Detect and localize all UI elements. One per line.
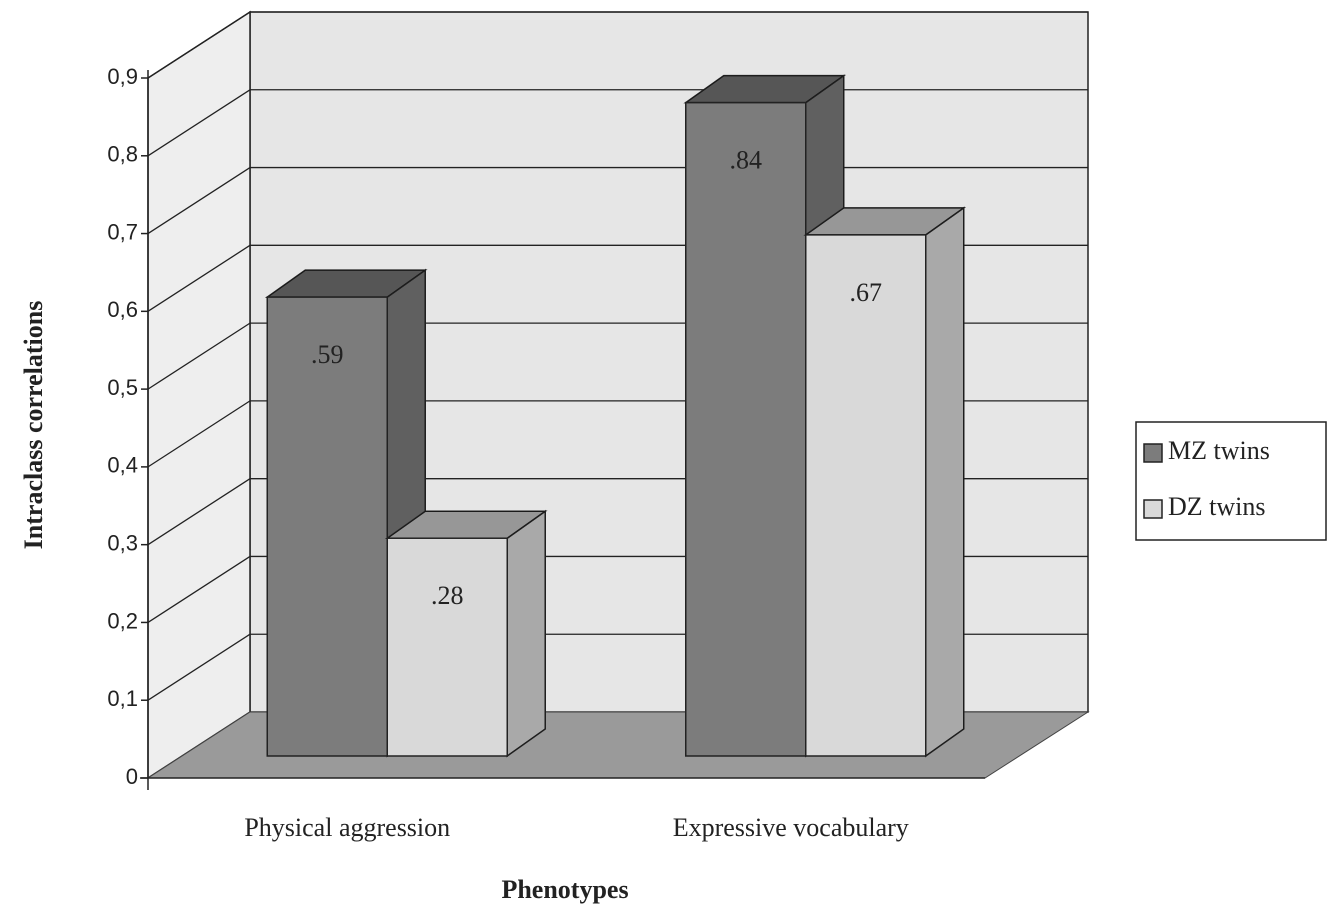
y-tick-label: 0,9	[107, 64, 138, 89]
grid-line	[147, 400, 251, 468]
grid-line	[147, 244, 251, 312]
bar	[805, 234, 927, 757]
y-tick-label: 0,6	[107, 297, 138, 322]
bar-top-shade	[387, 511, 546, 539]
grid-line	[147, 322, 251, 390]
bar-side-shade	[925, 207, 964, 756]
side-wall	[147, 10, 251, 780]
bar-top-shade	[805, 207, 964, 235]
y-tick-label: 0,8	[107, 142, 138, 167]
legend-swatch	[1143, 443, 1163, 463]
grid-line	[147, 11, 251, 79]
x-axis-title: Phenotypes	[501, 875, 628, 904]
x-tick-label: Physical aggression	[244, 813, 450, 842]
grid-line	[147, 167, 251, 235]
grid-line	[147, 633, 251, 701]
grid-line	[147, 478, 251, 546]
bar-side-shade	[507, 511, 546, 756]
y-tick-label: 0,2	[107, 608, 138, 633]
legend-swatch	[1143, 499, 1163, 519]
grid-line	[147, 89, 251, 157]
bar	[266, 296, 388, 757]
legend-label: DZ twins	[1168, 492, 1266, 521]
y-tick-label: 0,3	[107, 530, 138, 555]
y-tick-label: 0	[126, 764, 138, 789]
value-label: .28	[431, 581, 464, 610]
grid-line	[147, 555, 251, 623]
value-label: .84	[730, 146, 763, 175]
bar-top-shade	[685, 75, 844, 103]
y-tick-label: 0,7	[107, 219, 138, 244]
y-axis-title: Intraclass correlations	[19, 301, 48, 550]
legend	[1135, 421, 1327, 541]
y-tick-label: 0,1	[107, 686, 138, 711]
bar-top-shade	[267, 270, 426, 298]
value-label: .67	[850, 278, 883, 307]
legend-label: MZ twins	[1168, 436, 1270, 465]
bar	[386, 537, 508, 757]
bar	[685, 101, 807, 757]
value-label: .59	[311, 340, 344, 369]
x-tick-label: Expressive vocabulary	[673, 813, 909, 842]
y-tick-label: 0,5	[107, 375, 138, 400]
y-tick-label: 0,4	[107, 453, 138, 478]
